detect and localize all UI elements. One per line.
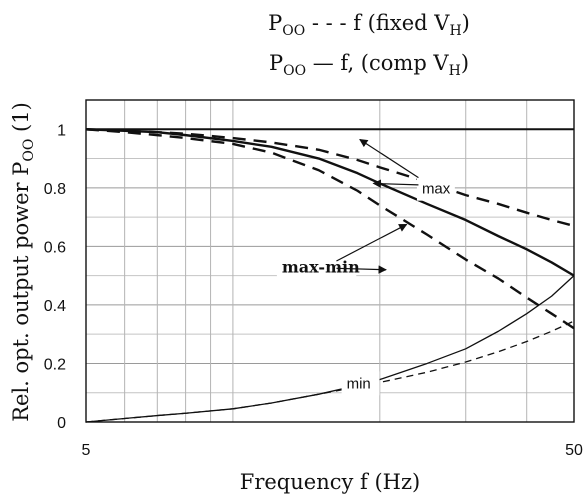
x-tick-label: 5 bbox=[82, 442, 91, 459]
plot-frame bbox=[85, 99, 575, 423]
annotation-arrow-max-min-1 bbox=[336, 223, 408, 262]
annotation-min: min bbox=[347, 375, 371, 392]
x-tick-label: 50 bbox=[565, 442, 583, 459]
series-line-5 bbox=[85, 275, 575, 423]
annotation-bg-max bbox=[416, 176, 455, 201]
annotation-max-min: max-min bbox=[282, 258, 360, 277]
annotation-arrow-max-2 bbox=[372, 179, 419, 188]
annotation-arrow-max-1 bbox=[359, 139, 419, 179]
y-tick-label: 1 bbox=[57, 122, 66, 139]
y-tick-label: 0.2 bbox=[44, 356, 66, 373]
y-tick-label: 0 bbox=[57, 415, 66, 432]
tick-labels: 0 0.2 0.4 0.6 0.8 1 5 50 bbox=[44, 122, 583, 459]
chart-title-line-2: POO — f, (comp VH) bbox=[269, 51, 469, 79]
chart-title-line-1: POO - - - f (fixed VH) bbox=[268, 11, 470, 39]
series-line-3 bbox=[85, 128, 575, 228]
series-line-4 bbox=[85, 128, 575, 330]
series-line-6 bbox=[85, 320, 575, 423]
y-tick-label: 0.6 bbox=[44, 239, 66, 256]
annotation-arrow-max-min-2 bbox=[336, 265, 387, 274]
annotation-bg-min bbox=[341, 371, 380, 396]
annotation-max: max bbox=[422, 181, 451, 198]
y-axis-label: Rel. opt. output power POO (1) bbox=[9, 102, 37, 422]
y-tick-label: 0.4 bbox=[44, 298, 66, 315]
y-tick-label: 0.8 bbox=[44, 181, 66, 198]
annotation-bg-max-min bbox=[276, 254, 357, 280]
annotations: max max-min min bbox=[276, 139, 455, 396]
series-line-2 bbox=[85, 128, 575, 277]
x-axis-label: Frequency f (Hz) bbox=[240, 470, 420, 494]
